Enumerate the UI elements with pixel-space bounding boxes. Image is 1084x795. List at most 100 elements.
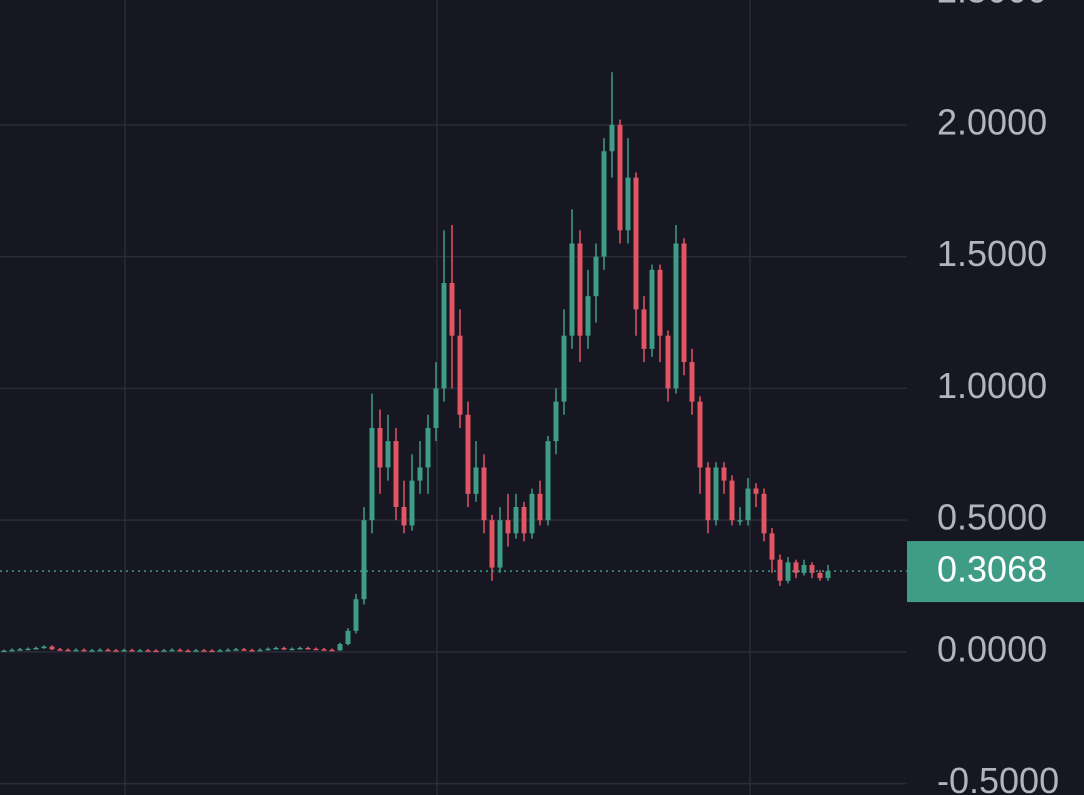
candle-body (513, 506, 519, 534)
candle-body (545, 441, 551, 521)
candle-body (497, 520, 503, 568)
candle-body (369, 427, 375, 521)
candle-body (89, 650, 95, 652)
candle-body (161, 650, 167, 652)
candle-body (609, 124, 615, 152)
candle-body (737, 520, 743, 522)
candle-body (649, 269, 655, 349)
candle-body (577, 243, 583, 336)
candle-body (729, 480, 735, 521)
candle-body (681, 243, 687, 363)
candle-body (225, 649, 231, 652)
candle-body (473, 467, 479, 494)
candle-body (393, 441, 399, 507)
candle-body (625, 177, 631, 231)
candle-body (217, 650, 223, 652)
candle-body (337, 644, 343, 651)
y-tick-label: 0.5000 (937, 497, 1047, 538)
candle-body (353, 599, 359, 631)
y-tick-label: -0.5000 (937, 760, 1059, 795)
candle-body (169, 649, 175, 652)
candle-body (193, 650, 199, 652)
candle-body (689, 362, 695, 402)
last-price-box (907, 541, 1084, 603)
y-tick-label: 1.5000 (937, 233, 1047, 274)
candle-body (569, 243, 575, 336)
candle-body (713, 467, 719, 521)
candle-body (825, 571, 831, 579)
candle-body (361, 520, 367, 600)
y-tick-label: 2.0000 (937, 101, 1047, 142)
candle-body (793, 562, 799, 573)
candle-body (657, 269, 663, 336)
candle-body (705, 467, 711, 521)
candle-body (585, 296, 591, 336)
candle-body (641, 309, 647, 349)
candle-body (25, 648, 31, 651)
candle-body (321, 649, 327, 651)
candle-body (457, 335, 463, 415)
candle-body (601, 151, 607, 257)
candle-body (233, 649, 239, 651)
candle-body (249, 650, 255, 652)
candle-body (425, 427, 431, 468)
candle-body (801, 564, 807, 573)
candle-body (529, 493, 535, 534)
candle-body (665, 335, 671, 389)
y-tick-label: 0.0000 (937, 628, 1047, 669)
y-tick-label: 2.5000 (937, 0, 1047, 11)
candle-body (377, 427, 383, 468)
candle-body (697, 401, 703, 468)
candle-body (273, 647, 279, 650)
candle-body (73, 649, 79, 652)
candle-body (33, 647, 39, 650)
candle-body (1, 650, 7, 653)
candle-body (505, 520, 511, 534)
candle-body (449, 283, 455, 336)
candle-body (305, 647, 311, 650)
candle-body (289, 648, 295, 651)
candle-body (41, 646, 47, 649)
candle-body (593, 256, 599, 297)
candle-body (745, 488, 751, 521)
candle-body (49, 646, 55, 650)
candle-body (153, 650, 159, 653)
candle-body (417, 467, 423, 481)
candle-body (121, 650, 127, 652)
candle-body (521, 506, 527, 534)
candle-body (177, 649, 183, 652)
candle-body (17, 649, 23, 651)
candle-body (9, 649, 15, 652)
candle-body (465, 414, 471, 494)
candle-body (489, 520, 495, 568)
candle-body (433, 388, 439, 428)
candle-body (281, 647, 287, 650)
candle-body (241, 649, 247, 651)
candle-body (441, 283, 447, 389)
candle-body (201, 650, 207, 652)
candle-body (769, 533, 775, 560)
candle-body (673, 243, 679, 389)
candle-body (721, 467, 727, 481)
candle-body (385, 441, 391, 468)
candle-body (313, 648, 319, 651)
candle-body (345, 630, 351, 645)
candle-body (817, 572, 823, 579)
candle-body (65, 649, 71, 652)
candle-body (265, 648, 271, 651)
candle-body (209, 650, 215, 653)
candle-body (97, 649, 103, 652)
candle-body (409, 480, 415, 526)
candle-body (105, 649, 111, 652)
candle-body (257, 649, 263, 652)
candle-body (633, 177, 639, 310)
candle-body (329, 649, 335, 652)
candle-body (297, 647, 303, 650)
candle-body (761, 493, 767, 534)
candle-body (57, 649, 63, 651)
candle-body (777, 559, 783, 581)
y-tick-label: 1.0000 (937, 365, 1047, 406)
candle-body (145, 650, 151, 652)
